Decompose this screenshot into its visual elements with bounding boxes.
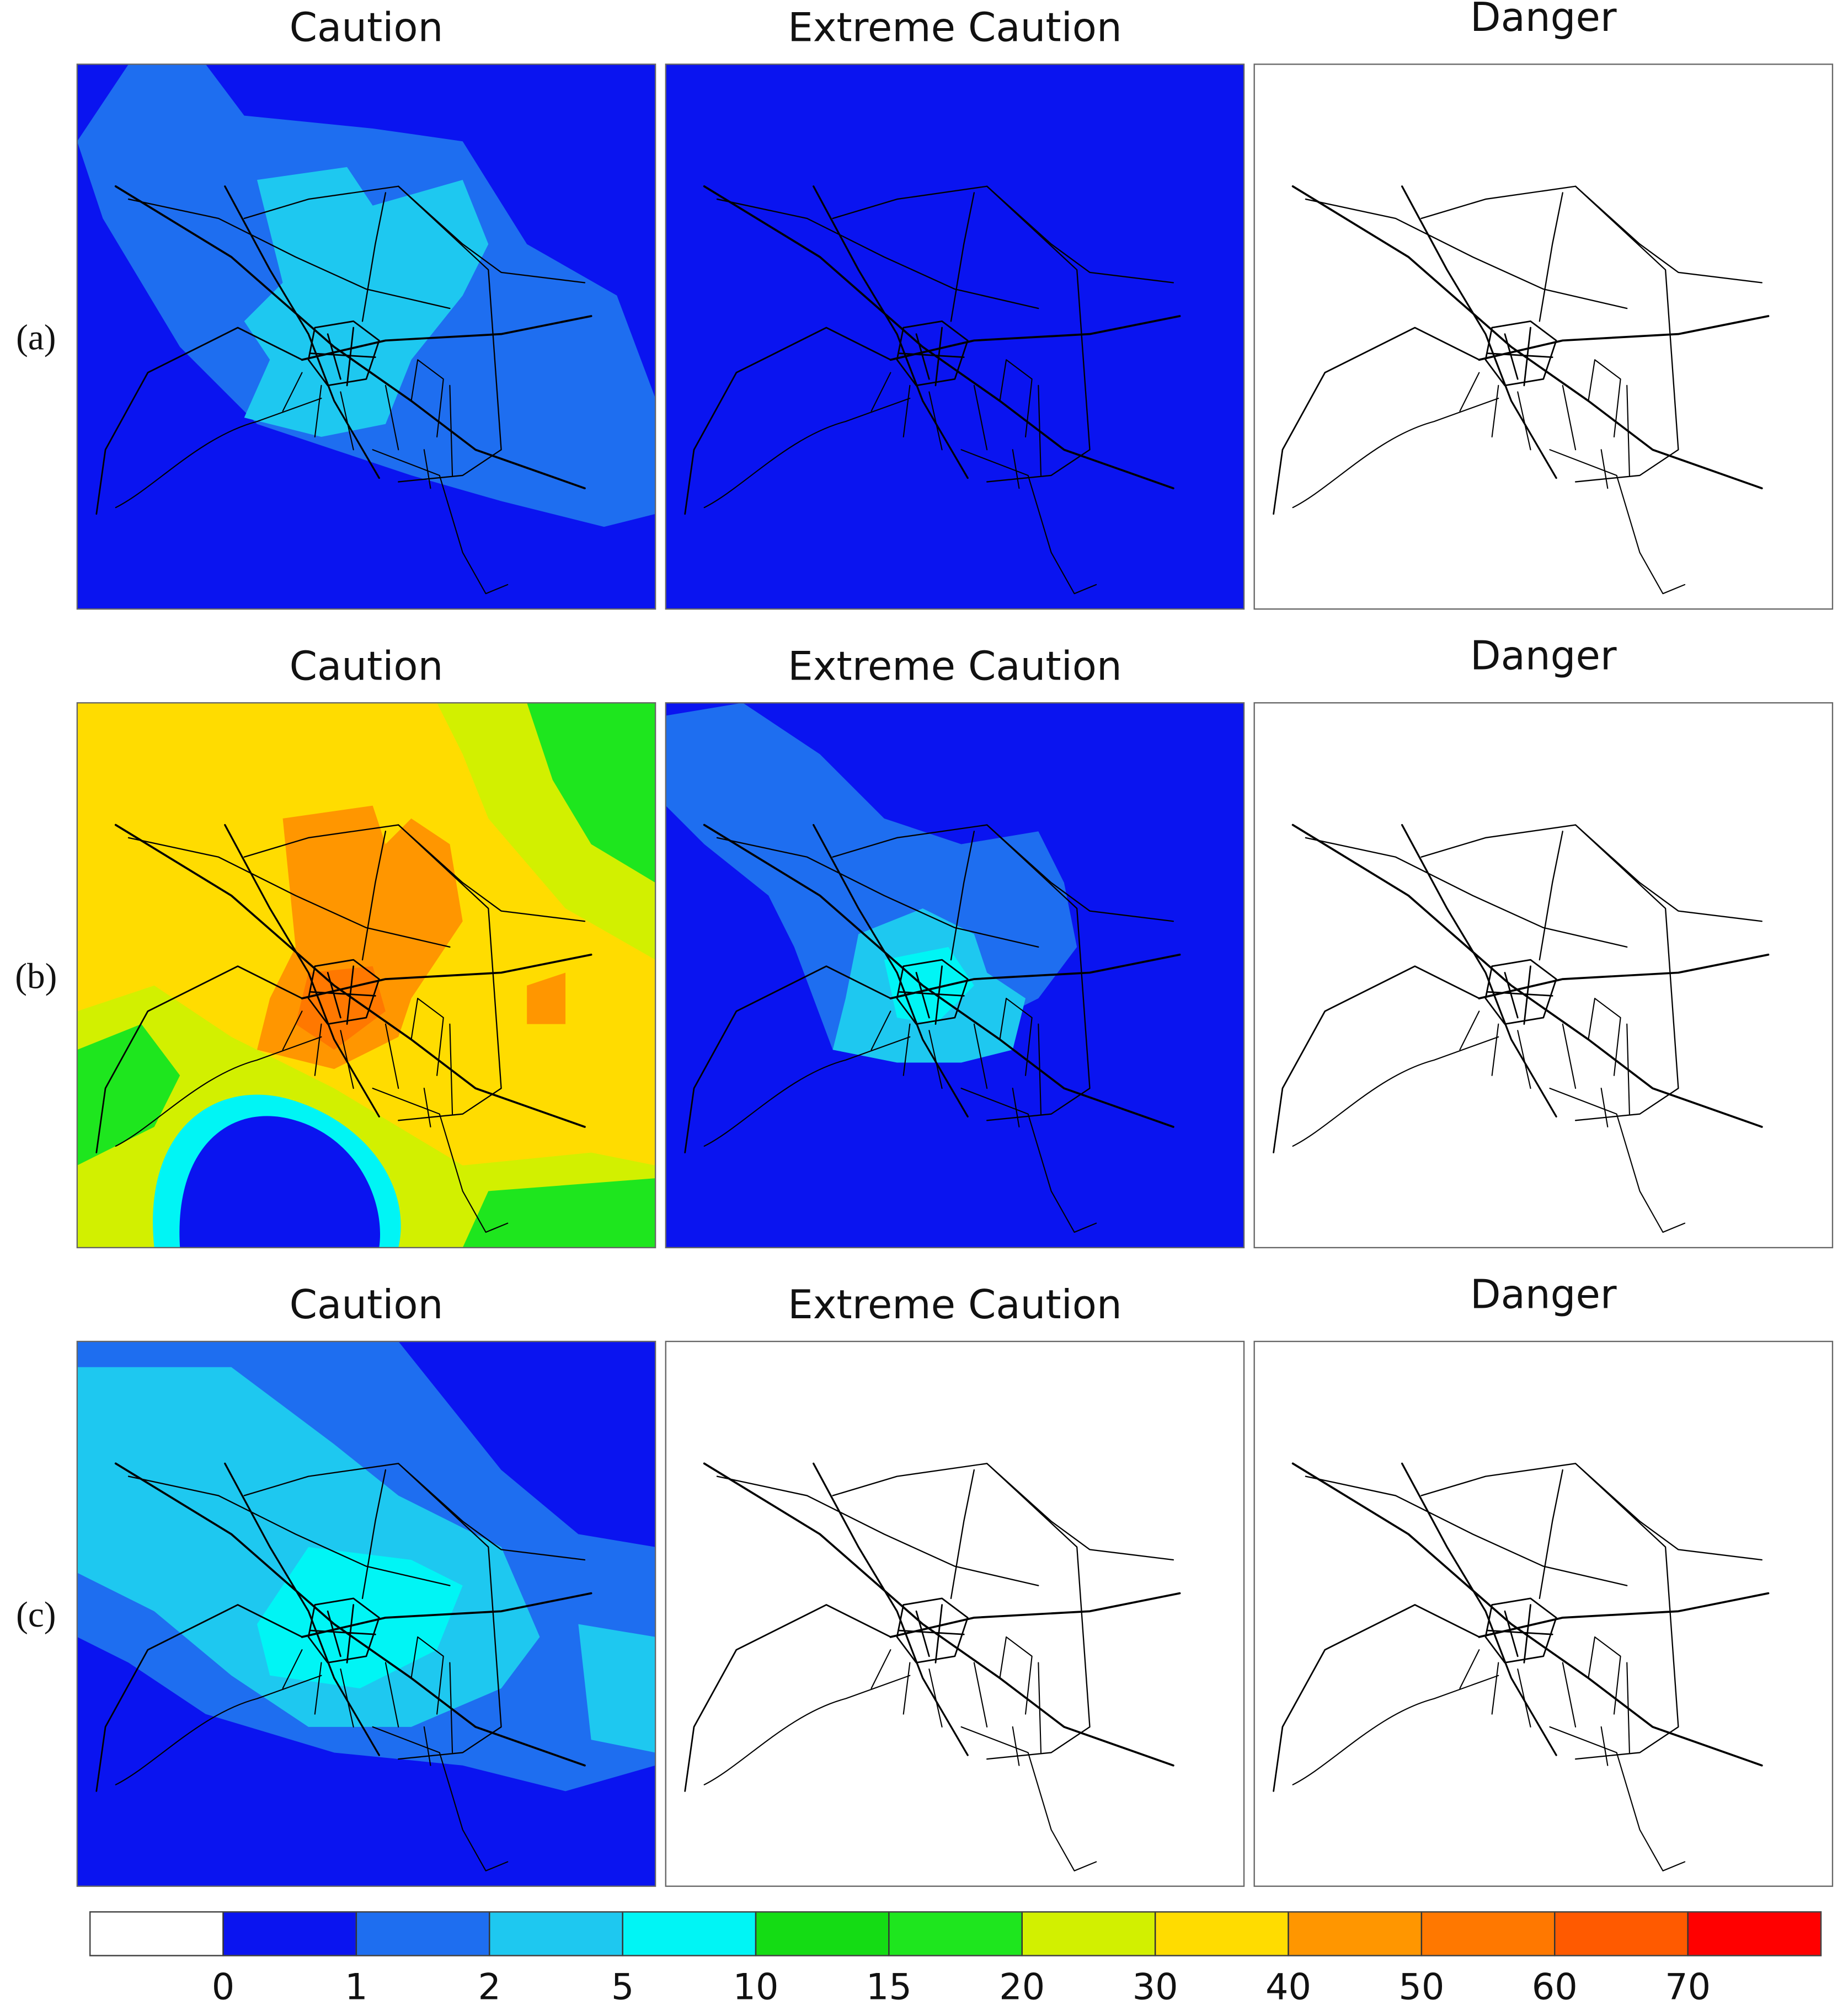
map-panel — [1253, 702, 1834, 1249]
colorbar-tick-label: 60 — [1532, 1966, 1578, 2008]
map-panel — [665, 63, 1245, 610]
colorbar-segment — [222, 1911, 357, 1956]
row-label: (c) — [16, 1595, 56, 1635]
colorbar-tick-label: 30 — [1133, 1966, 1178, 2008]
colorbar-segment — [1288, 1911, 1423, 1956]
colorbar-segment — [89, 1911, 224, 1956]
colorbar-segment — [355, 1911, 490, 1956]
map-panel — [76, 63, 656, 610]
colorbar-tick-label: 15 — [866, 1966, 912, 2008]
contour — [665, 64, 1245, 609]
map-panel — [665, 702, 1245, 1249]
map-panel — [76, 702, 656, 1249]
panel-title: Danger — [1470, 1271, 1617, 1318]
map-fill — [665, 1341, 1245, 1886]
map-panel — [1253, 1340, 1834, 1887]
contour — [179, 1116, 381, 1248]
panel-frame — [76, 1340, 656, 1887]
colorbar-tick-label: 10 — [733, 1966, 779, 2008]
row-label: (a) — [16, 318, 56, 358]
contour — [1254, 703, 1833, 1248]
map-panel — [665, 1340, 1245, 1887]
colorbar-segment — [1154, 1911, 1289, 1956]
panel-frame — [1253, 63, 1834, 610]
panel-frame — [76, 702, 656, 1249]
map-panel — [76, 1340, 656, 1887]
colorbar-segment — [1021, 1911, 1156, 1956]
map-panel — [1253, 63, 1834, 610]
colorbar-segment — [1687, 1911, 1822, 1956]
colorbar-segment — [622, 1911, 757, 1956]
colorbar-segment — [1554, 1911, 1689, 1956]
contour — [665, 1341, 1245, 1886]
map-fill — [665, 703, 1245, 1248]
colorbar-tick-label: 5 — [611, 1966, 634, 2008]
map-fill — [1254, 703, 1833, 1248]
colorbar-segment — [755, 1911, 890, 1956]
panel-frame — [1253, 702, 1834, 1249]
panel-frame — [665, 1340, 1245, 1887]
map-fill — [77, 703, 656, 1248]
panel-title: Extreme Caution — [788, 1282, 1122, 1328]
contour — [257, 1547, 463, 1688]
contour — [1254, 64, 1833, 609]
panel-title: Caution — [290, 643, 444, 689]
panel-frame — [76, 63, 656, 610]
panel-title: Danger — [1470, 633, 1617, 680]
panel-title: Extreme Caution — [788, 643, 1122, 689]
map-fill — [77, 64, 656, 609]
colorbar-tick-label: 40 — [1265, 1966, 1311, 2008]
colorbar-tick-label: 0 — [212, 1966, 235, 2008]
colorbar-segment — [1420, 1911, 1556, 1956]
colorbar-tick-label: 2 — [478, 1966, 501, 2008]
row-label: (b) — [15, 956, 57, 996]
panel-frame — [1253, 1340, 1834, 1887]
contour — [1254, 1341, 1833, 1886]
panel-title: Extreme Caution — [788, 5, 1122, 51]
panel-frame — [665, 63, 1245, 610]
map-fill — [1254, 64, 1833, 609]
panel-title: Caution — [290, 1282, 444, 1328]
panel-frame — [665, 702, 1245, 1249]
colorbar-segment — [489, 1911, 623, 1956]
colorbar-tick-label: 50 — [1398, 1966, 1444, 2008]
map-fill — [77, 1341, 656, 1886]
contour — [77, 703, 656, 1248]
panel-title: Danger — [1470, 0, 1617, 41]
map-fill — [665, 64, 1245, 609]
map-fill — [1254, 1341, 1833, 1886]
colorbar-segment — [888, 1911, 1023, 1956]
contour — [295, 966, 386, 1050]
colorbar-tick-label: 1 — [345, 1966, 368, 2008]
colorbar-tick-label: 70 — [1665, 1966, 1711, 2008]
colorbar-frame — [89, 1911, 1822, 1956]
colorbar-tick-label: 20 — [999, 1966, 1045, 2008]
panel-title: Caution — [290, 5, 444, 51]
